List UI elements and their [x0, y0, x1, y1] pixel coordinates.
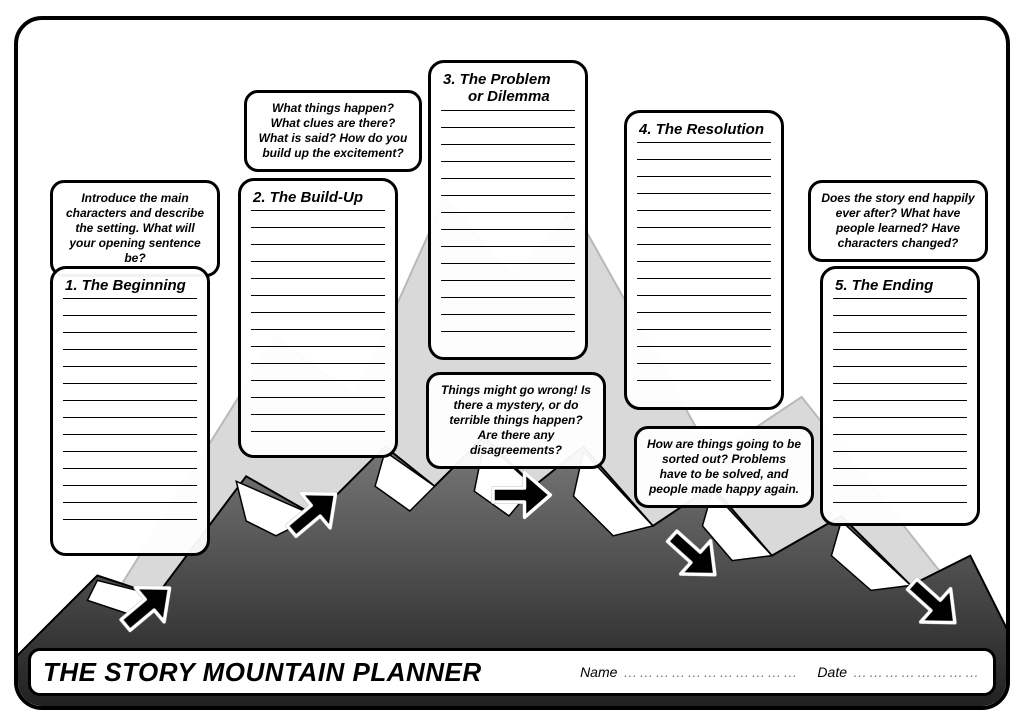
worksheet-title: THE STORY MOUNTAIN PLANNER — [43, 657, 482, 688]
date-line[interactable]: …………………… — [853, 664, 981, 680]
card-problem[interactable]: 3. The Problem or Dilemma — [428, 60, 588, 360]
card-heading: 5. The Ending — [833, 277, 967, 298]
hint-beginning: Introduce the main characters and descri… — [50, 180, 220, 277]
footer-bar: THE STORY MOUNTAIN PLANNER Name ……………………… — [28, 648, 996, 696]
date-field[interactable]: Date …………………… — [817, 664, 981, 680]
writing-lines[interactable] — [637, 142, 771, 397]
name-field[interactable]: Name …………………………… — [580, 664, 799, 680]
hint-ending: Does the story end happily ever after? W… — [808, 180, 988, 262]
card-heading: 3. The Problem or Dilemma — [441, 71, 575, 110]
arrow-right — [486, 460, 556, 530]
card-beginning[interactable]: 1. The Beginning — [50, 266, 210, 556]
hint-problem: Things might go wrong! Is there a myster… — [426, 372, 606, 469]
writing-lines[interactable] — [441, 110, 575, 348]
hint-resolution: How are things going to be sorted out? P… — [634, 426, 814, 508]
writing-lines[interactable] — [63, 298, 197, 536]
writing-lines[interactable] — [251, 210, 385, 448]
card-buildup[interactable]: 2. The Build-Up — [238, 178, 398, 458]
name-label: Name — [580, 664, 617, 680]
card-heading: 4. The Resolution — [637, 121, 771, 142]
worksheet-frame: Introduce the main characters and descri… — [14, 16, 1010, 710]
hint-text: What things happen? What clues are there… — [259, 101, 408, 160]
date-label: Date — [817, 664, 847, 680]
name-line[interactable]: …………………………… — [623, 664, 799, 680]
hint-buildup: What things happen? What clues are there… — [244, 90, 422, 172]
card-heading: 2. The Build-Up — [251, 189, 385, 210]
hint-text: Introduce the main characters and descri… — [66, 191, 204, 265]
hint-text: How are things going to be sorted out? P… — [647, 437, 801, 496]
card-ending[interactable]: 5. The Ending — [820, 266, 980, 526]
page: Introduce the main characters and descri… — [0, 0, 1024, 726]
card-heading: 1. The Beginning — [63, 277, 197, 298]
hint-text: Things might go wrong! Is there a myster… — [441, 383, 591, 457]
writing-lines[interactable] — [833, 298, 967, 519]
hint-text: Does the story end happily ever after? W… — [821, 191, 974, 250]
card-resolution[interactable]: 4. The Resolution — [624, 110, 784, 410]
